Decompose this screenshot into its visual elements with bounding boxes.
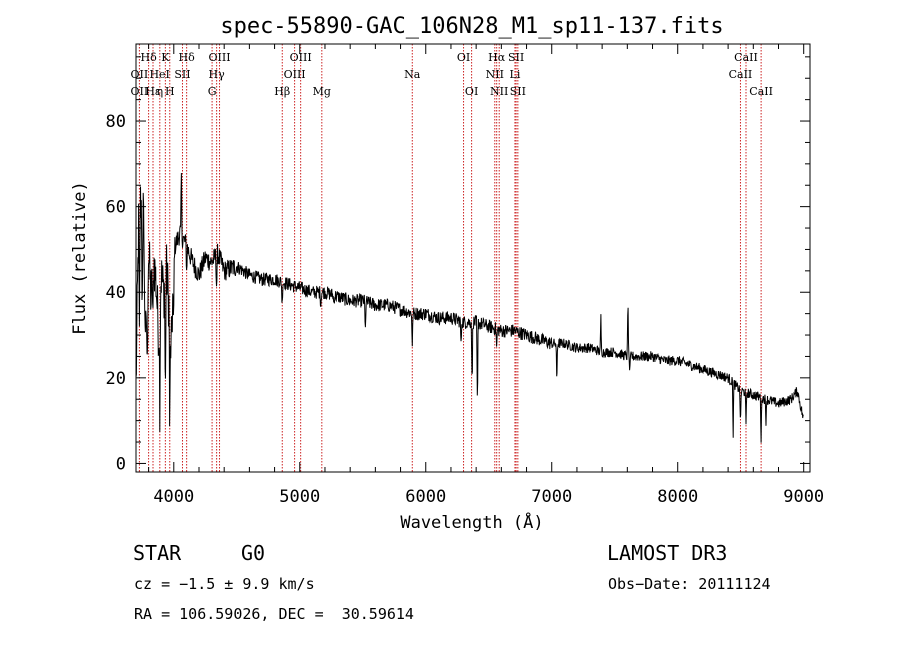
line-label: SII [508, 51, 524, 64]
y-axis-ticks: 0 20 40 60 80 [106, 56, 810, 474]
x-tick-label: 8000 [657, 487, 698, 507]
line-label: K [161, 51, 170, 64]
line-label: Hα [488, 51, 506, 64]
redshift-velocity: cz = −1.5 ± 9.9 km/s [134, 575, 315, 593]
line-label: OIII [284, 68, 306, 81]
object-subclass: G0 [241, 541, 266, 565]
line-label: OII [131, 85, 149, 98]
x-tick-label: 6000 [405, 487, 446, 507]
line-label: Li [510, 68, 521, 81]
line-label: Hγ [209, 68, 226, 81]
x-tick-label: 5000 [279, 487, 320, 507]
x-axis-label: Wavelength (Å) [400, 511, 543, 533]
y-tick-label: 20 [106, 369, 126, 389]
line-label: NII [486, 68, 504, 81]
line-label: G [208, 85, 217, 98]
line-label: H [165, 85, 175, 98]
line-label: OI [457, 51, 470, 64]
line-label: SII [510, 85, 526, 98]
line-markers [138, 44, 762, 472]
line-label: OIII [290, 51, 312, 64]
x-tick-label: 9000 [783, 487, 824, 507]
line-label: CaII [729, 68, 753, 81]
line-label: Hβ [274, 85, 290, 98]
line-label: OIII [208, 51, 230, 64]
line-label: CaII [734, 51, 758, 64]
line-label: CaII [749, 85, 773, 98]
spectrum-series [135, 172, 804, 443]
line-label: HeI [149, 68, 169, 81]
x-axis-ticks: 4000 5000 6000 7000 8000 9000 [148, 44, 824, 507]
observation-date: Obs−Date: 20111124 [608, 575, 771, 593]
line-label: SII [174, 68, 190, 81]
y-tick-label: 40 [106, 283, 126, 303]
line-label: NII [490, 85, 508, 98]
line-label: Na [404, 68, 421, 81]
plot-frame [135, 43, 811, 473]
x-tick-label: 4000 [153, 487, 194, 507]
y-axis-label: Flux (relative) [70, 181, 90, 335]
line-label: Mg [313, 85, 331, 98]
y-tick-label: 60 [106, 198, 126, 218]
y-tick-label: 0 [116, 454, 126, 474]
object-class: STAR [133, 541, 182, 565]
line-label: η [157, 85, 164, 98]
line-label: Hε [145, 85, 161, 98]
line-label: OI [465, 85, 478, 98]
line-label: OII [131, 68, 149, 81]
y-tick-label: 80 [106, 112, 126, 132]
coordinates: RA = 106.59026, DEC = 30.59614 [134, 605, 414, 623]
x-tick-label: 7000 [531, 487, 572, 507]
survey-name: LAMOST DR3 [607, 541, 728, 565]
line-label: Hδ [179, 51, 196, 64]
chart-title: spec-55890-GAC_106N28_M1_sp11-137.fits [220, 14, 723, 39]
line-label: Hδ [140, 51, 157, 64]
